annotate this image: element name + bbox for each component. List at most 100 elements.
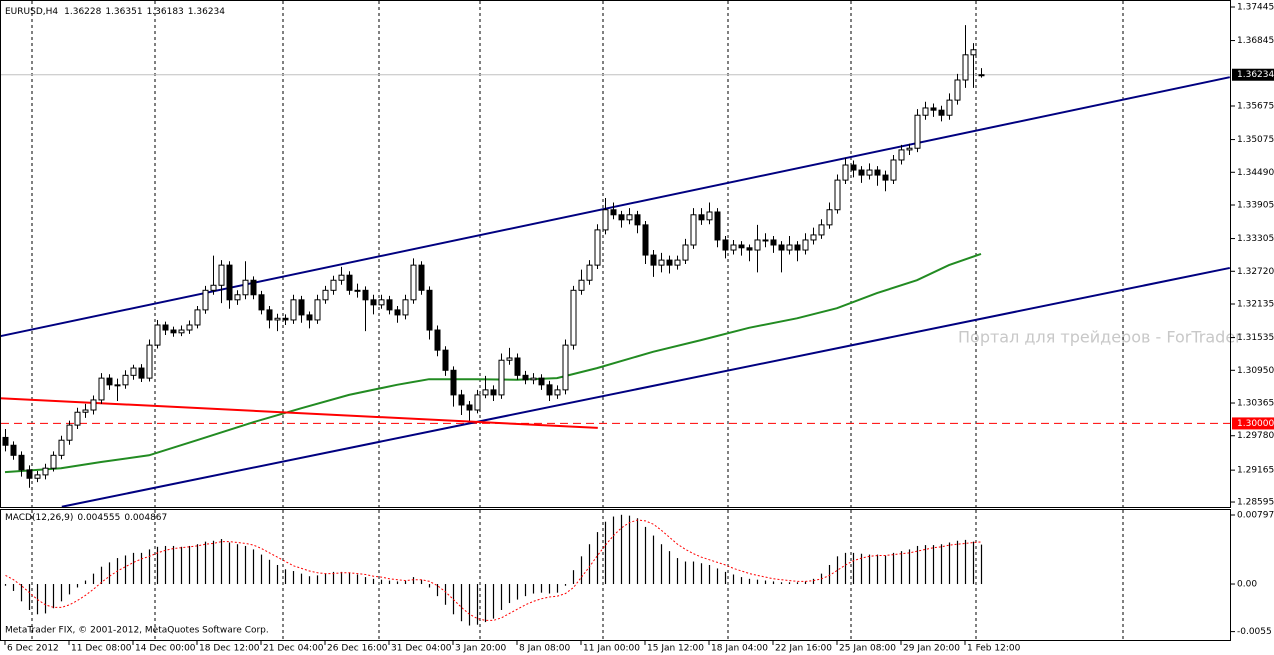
candle-body bbox=[610, 209, 617, 216]
candle-body bbox=[242, 279, 249, 296]
y-tick-label: 1.30950 bbox=[1237, 366, 1274, 376]
candle-body bbox=[586, 264, 593, 281]
candle-body bbox=[106, 377, 113, 386]
candle-body bbox=[58, 439, 65, 456]
candle-body bbox=[194, 309, 201, 326]
candle-body bbox=[122, 374, 129, 386]
candle-body bbox=[514, 357, 521, 376]
candle-body bbox=[290, 299, 297, 321]
candle-body bbox=[74, 411, 81, 426]
candle-body bbox=[146, 344, 153, 379]
y-tick-label: 1.29165 bbox=[1237, 466, 1274, 476]
candle-body bbox=[930, 107, 937, 111]
y-tick-label: 1.31535 bbox=[1237, 333, 1274, 343]
candle-body bbox=[410, 264, 417, 301]
candle-body bbox=[18, 454, 25, 471]
candle-body bbox=[714, 211, 721, 241]
candle-body bbox=[786, 244, 793, 251]
candle-body bbox=[490, 389, 497, 396]
candle-body bbox=[922, 107, 929, 116]
candle-body bbox=[690, 214, 697, 246]
candle-body bbox=[250, 279, 257, 296]
candle-body bbox=[826, 209, 833, 226]
x-tick-label: 21 Dec 04:00 bbox=[263, 644, 324, 654]
candle-body bbox=[82, 409, 89, 413]
candle-body bbox=[314, 299, 321, 321]
candle-body bbox=[570, 289, 577, 346]
signal-line bbox=[5, 519, 982, 621]
candle-body bbox=[354, 289, 361, 292]
macd-title: MACD(12,26,9) bbox=[5, 513, 73, 523]
x-tick-label: 11 Jan 00:00 bbox=[583, 644, 640, 654]
current-price-box bbox=[1232, 68, 1274, 81]
header: EURUSD,H4 1.36228 1.36351 1.36183 1.36234 bbox=[5, 7, 225, 17]
candle-body bbox=[162, 324, 169, 331]
y-tick-label: 1.30365 bbox=[1237, 399, 1274, 409]
candle-body bbox=[554, 389, 561, 396]
candle-body bbox=[802, 239, 809, 251]
candle-body bbox=[2, 436, 9, 446]
candle-body bbox=[642, 224, 649, 256]
candle-body bbox=[746, 247, 753, 251]
candle-body bbox=[722, 239, 729, 251]
candle-body bbox=[322, 289, 329, 301]
y-tick-label: 1.35075 bbox=[1237, 135, 1274, 145]
candle-body bbox=[914, 114, 921, 149]
trend-line bbox=[0, 397, 598, 429]
candle-body bbox=[882, 174, 889, 181]
candle-body bbox=[754, 239, 761, 251]
y-tick-label: 0.007975 bbox=[1237, 511, 1274, 521]
symbol: EURUSD,H4 bbox=[5, 7, 58, 17]
candle-body bbox=[378, 299, 385, 306]
candle-body bbox=[466, 404, 473, 411]
x-tick-label: 14 Dec 00:00 bbox=[135, 644, 196, 654]
y-tick-label: 1.32135 bbox=[1237, 300, 1274, 310]
x-tick-label: 1 Feb 12:00 bbox=[967, 644, 1021, 654]
candle-body bbox=[866, 169, 873, 176]
x-tick-label: 22 Jan 16:00 bbox=[775, 644, 832, 654]
candle-body bbox=[258, 294, 265, 311]
candle-body bbox=[698, 214, 705, 221]
y-tick-label: 1.33905 bbox=[1237, 201, 1274, 211]
candle-body bbox=[282, 317, 289, 321]
candle-body bbox=[426, 289, 433, 331]
trend-line bbox=[61, 266, 1231, 508]
candle-body bbox=[674, 259, 681, 266]
candle-body bbox=[154, 324, 161, 346]
candle-body bbox=[954, 79, 961, 101]
macd-header: MACD(12,26,9) 0.004555 0.004867 bbox=[5, 513, 167, 523]
candle-body bbox=[794, 244, 801, 251]
candle-body bbox=[762, 239, 769, 242]
candle-body bbox=[602, 209, 609, 231]
x-tick-label: 26 Dec 16:00 bbox=[327, 644, 388, 654]
candle-body bbox=[538, 377, 545, 386]
candle-body bbox=[266, 309, 273, 321]
y-tick-label: 1.32720 bbox=[1237, 267, 1274, 277]
candle-body bbox=[42, 467, 49, 476]
footer: MetaTrader FIX, © 2001-2012, MetaQuotes … bbox=[5, 626, 269, 636]
candle-body bbox=[634, 214, 641, 226]
candle-body bbox=[90, 399, 97, 411]
candle-body bbox=[946, 99, 953, 116]
candle-body bbox=[626, 214, 633, 221]
candle-body bbox=[130, 367, 137, 376]
candle-body bbox=[738, 244, 745, 249]
candle-body bbox=[138, 367, 145, 379]
candle-body bbox=[210, 284, 217, 291]
y-tick-label: 1.33305 bbox=[1237, 234, 1274, 244]
x-tick-label: 18 Dec 12:00 bbox=[199, 644, 260, 654]
candle-body bbox=[578, 279, 585, 291]
candle-body bbox=[26, 469, 33, 479]
candle-body bbox=[202, 289, 209, 311]
x-tick-label: 6 Dec 2012 bbox=[7, 644, 59, 654]
watermark: Портал для трейдеров - ForTrader bbox=[958, 328, 1242, 347]
x-tick-label: 18 Jan 04:00 bbox=[711, 644, 768, 654]
macd-frame bbox=[0, 509, 1231, 641]
x-tick-label: 8 Jan 08:00 bbox=[519, 644, 571, 654]
candle-body bbox=[890, 159, 897, 181]
y-tick-label: 0.00 bbox=[1237, 580, 1257, 590]
signal-value: 0.004867 bbox=[124, 513, 167, 523]
candle-body bbox=[306, 314, 313, 321]
